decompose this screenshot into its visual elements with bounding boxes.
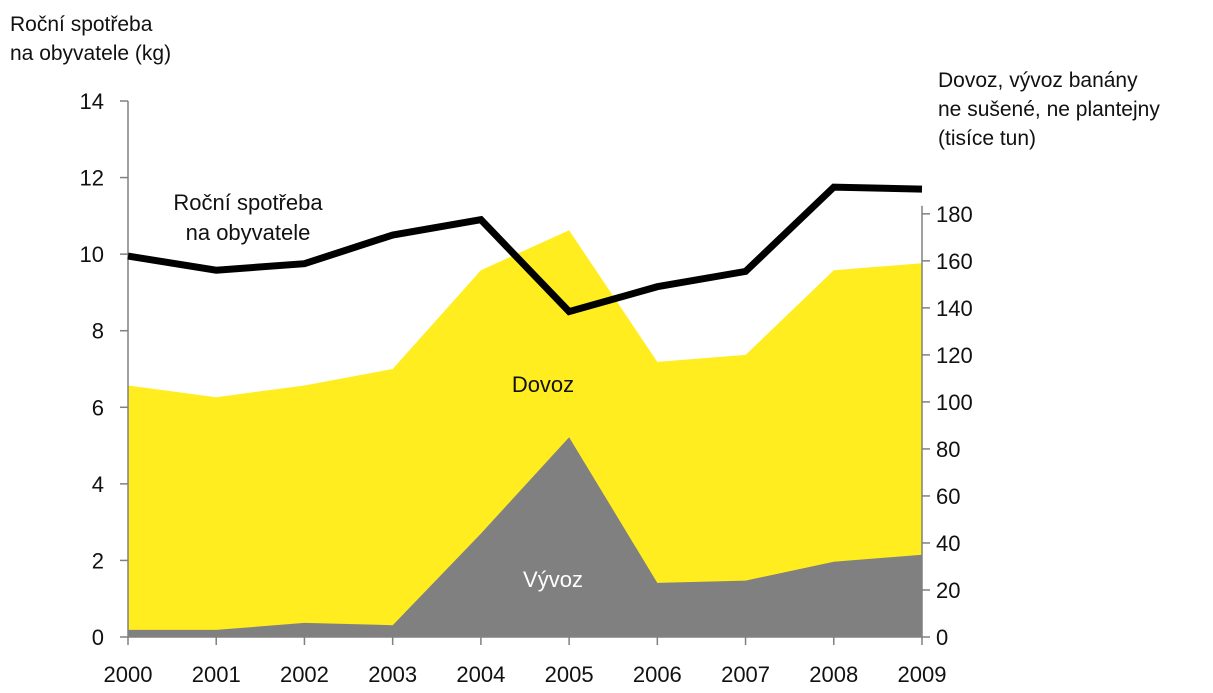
x-tick-label: 2001 bbox=[192, 662, 241, 687]
right-y-tick-label: 160 bbox=[936, 249, 973, 274]
left-y-tick-label: 6 bbox=[92, 395, 104, 420]
x-tick-label: 2000 bbox=[104, 662, 153, 687]
left-axis-title-line-2: na obyvatele (kg) bbox=[10, 42, 172, 65]
x-tick-label: 2007 bbox=[721, 662, 770, 687]
left-y-tick-label: 2 bbox=[92, 548, 104, 573]
right-y-tick-label: 140 bbox=[936, 296, 973, 321]
right-y-tick-label: 20 bbox=[936, 578, 960, 603]
label-dovoz: Dovoz bbox=[512, 372, 574, 397]
area-dovoz bbox=[128, 230, 922, 638]
line-layer bbox=[127, 183, 923, 316]
left-axis-title: Roční spotřeba na obyvatele (kg) bbox=[10, 10, 171, 68]
label-consumption-line-1: Roční spotřeba bbox=[173, 190, 323, 215]
label-vyvoz: Vývoz bbox=[523, 567, 583, 592]
x-tick-label: 2005 bbox=[545, 662, 594, 687]
left-y-tick-label: 10 bbox=[80, 242, 104, 267]
left-axis-title-line-1: Roční spotřeba bbox=[10, 13, 153, 36]
right-y-tick-label: 80 bbox=[936, 437, 960, 462]
x-tick-label: 2006 bbox=[633, 662, 682, 687]
x-tick-label: 2004 bbox=[456, 662, 505, 687]
line-rocni-spotreba-na-obyvatele bbox=[127, 183, 923, 316]
area-layer bbox=[128, 230, 922, 638]
left-y-tick-label: 4 bbox=[92, 472, 104, 497]
left-y-tick-label: 14 bbox=[80, 89, 104, 114]
x-tick-label: 2002 bbox=[280, 662, 329, 687]
left-y-tick-label: 12 bbox=[80, 166, 104, 191]
area-vyvoz bbox=[128, 437, 922, 637]
right-axis-title-line-3: (tisíce tun) bbox=[938, 127, 1037, 150]
x-tick-label: 2009 bbox=[898, 662, 947, 687]
left-y-tick-label: 8 bbox=[92, 319, 104, 344]
right-y-tick-label: 0 bbox=[936, 625, 948, 650]
right-y-tick-label: 40 bbox=[936, 531, 960, 556]
right-y-tick-label: 180 bbox=[936, 202, 973, 227]
label-consumption-line-2: na obyvatele bbox=[186, 220, 311, 245]
right-y-tick-label: 100 bbox=[936, 390, 973, 415]
right-axis-title-line-2: ne sušené, ne plantejny bbox=[938, 98, 1160, 121]
left-y-tick-label: 0 bbox=[92, 625, 104, 650]
right-axis-title-line-1: Dovoz, vývoz banány bbox=[938, 69, 1138, 92]
label-layer: Dovoz Vývoz Roční spotřeba na obyvatele bbox=[173, 190, 583, 592]
right-y-tick-label: 60 bbox=[936, 484, 960, 509]
right-y-tick-label: 120 bbox=[936, 343, 973, 368]
right-axis-title: Dovoz, vývoz banány ne sušené, ne plante… bbox=[938, 66, 1160, 153]
x-tick-label: 2003 bbox=[368, 662, 417, 687]
x-tick-label: 2008 bbox=[809, 662, 858, 687]
